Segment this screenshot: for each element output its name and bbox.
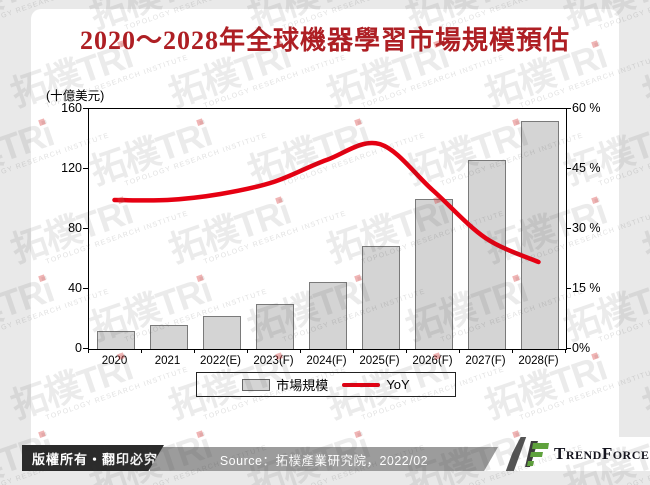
tick-mark [247, 349, 248, 353]
trendforce-logo-icon [525, 441, 549, 467]
right-axis-tick-label: 30 % [572, 221, 601, 235]
footer: Source：拓樸產業研究院，2022/02 版權所有‧翻印必究 TrendFo… [0, 437, 650, 471]
tick-mark [83, 288, 88, 289]
tick-mark [83, 108, 88, 109]
x-axis-label-2023(F): 2023(F) [253, 355, 294, 367]
bar-2022(E) [202, 316, 241, 349]
bar-2023(F) [255, 304, 294, 349]
bar-2021 [149, 325, 188, 349]
tick-mark [88, 349, 89, 353]
bar-2026(F) [414, 199, 453, 349]
tick-mark [300, 349, 301, 353]
legend-label: YoY [386, 377, 410, 392]
left-axis-tick-label: 160 [61, 101, 82, 115]
right-axis-tick-label: 15 % [572, 281, 601, 295]
left-axis-tick-label: 0 [75, 341, 82, 355]
left-axis-tick-label: 40 [68, 281, 82, 295]
x-axis-label-2020: 2020 [101, 355, 128, 367]
bar-2028(F) [520, 121, 559, 349]
source-text: Source：拓樸產業研究院，2022/02 [219, 453, 429, 468]
tick-mark [566, 348, 571, 349]
tick-mark [83, 168, 88, 169]
tick-mark [194, 349, 195, 353]
footer-copyright-bar: 版權所有‧翻印必究 [22, 445, 164, 471]
x-axis-label-2028(F): 2028(F) [518, 355, 559, 367]
tick-mark [83, 348, 88, 349]
watermark-logo-text: 拓樸TRi [637, 346, 650, 427]
bar-2020 [96, 331, 135, 349]
legend: 市場規模 YoY [196, 372, 456, 397]
legend-item-market-size: 市場規模 [242, 375, 328, 394]
yoy-line [112, 140, 541, 265]
tick-mark [406, 349, 407, 353]
footer-source-bar: Source：拓樸產業研究院，2022/02 [150, 447, 498, 471]
x-axis-label-2022(E): 2022(E) [200, 355, 241, 367]
tick-mark [83, 228, 88, 229]
line-swatch-icon [342, 382, 381, 387]
tick-mark [459, 349, 460, 353]
footer-brand-area: TrendForce [503, 437, 650, 471]
tick-mark [141, 349, 142, 353]
x-axis-label-2024(F): 2024(F) [306, 355, 347, 367]
copyright-text: 版權所有‧翻印必究 [32, 451, 159, 467]
legend-label: 市場規模 [276, 378, 329, 393]
left-axis-tick-label: 120 [61, 161, 82, 175]
tick-mark [566, 288, 571, 289]
watermark-logo-text: 拓樸TRi [637, 190, 650, 271]
x-axis-label-2027(F): 2027(F) [465, 355, 506, 367]
yoy-line-chart [112, 140, 541, 265]
brand-divider-stripe [505, 437, 527, 471]
tick-mark [353, 349, 354, 353]
right-axis-tick-label: 60 % [572, 101, 601, 115]
x-axis-label-2025(F): 2025(F) [359, 355, 400, 367]
right-axis-tick-label: 0% [572, 341, 591, 355]
plot-area [88, 108, 567, 350]
bar-swatch-icon [242, 378, 271, 391]
tick-mark [565, 349, 566, 353]
chart-title: 2020～2028年全球機器學習市場規模預估 [79, 26, 570, 55]
left-axis-tick-label: 80 [68, 221, 82, 235]
x-axis-label-2026(F): 2026(F) [412, 355, 453, 367]
right-axis-tick-label: 45 % [572, 161, 601, 175]
brand-name: TrendForce [554, 444, 650, 463]
left-axis-unit-label: (十億美元) [46, 89, 105, 103]
legend-item-yoy: YoY [342, 377, 410, 392]
bar-2024(F) [308, 281, 347, 349]
tick-mark [566, 108, 571, 109]
bar-2027(F) [467, 160, 506, 349]
bar-2025(F) [361, 245, 400, 349]
tick-mark [512, 349, 513, 353]
x-axis-label-2021: 2021 [154, 355, 181, 367]
tick-mark [566, 168, 571, 169]
tick-mark [566, 228, 571, 229]
